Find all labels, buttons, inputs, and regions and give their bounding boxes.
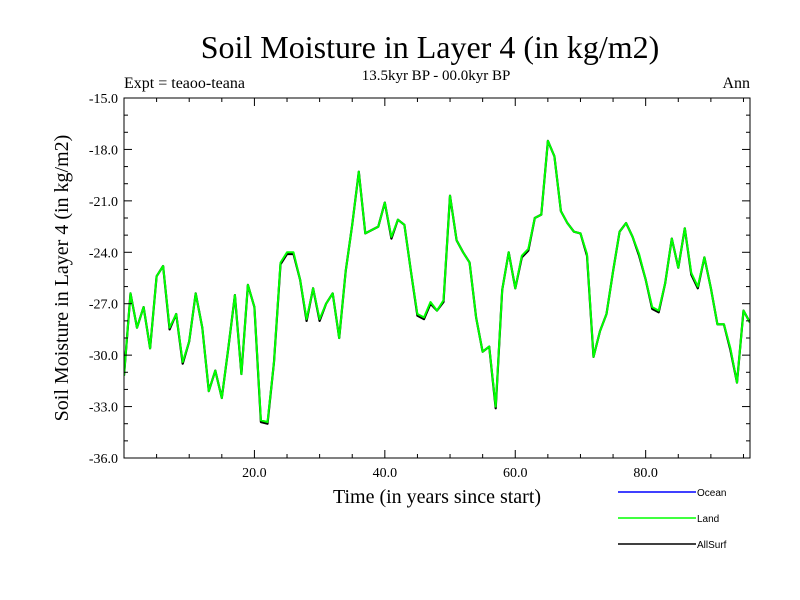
y-tick-label: -30.0 bbox=[89, 349, 118, 364]
legend-label-land: Land bbox=[697, 514, 719, 525]
plot-frame bbox=[123, 97, 751, 459]
x-tick-label: 40.0 bbox=[373, 466, 398, 481]
y-axis-label: Soil Moisture in Layer 4 (in kg/m2) bbox=[51, 135, 73, 422]
legend: Ocean Land AllSurf bbox=[618, 488, 727, 551]
y-tick-label: -24.0 bbox=[89, 246, 118, 261]
experiment-label: Expt = teaoo-teana bbox=[124, 75, 245, 92]
series-layer bbox=[124, 139, 750, 425]
y-tick-label: -15.0 bbox=[89, 92, 118, 107]
y-tick-label: -18.0 bbox=[89, 143, 118, 158]
legend-label-ocean: Ocean bbox=[697, 488, 726, 499]
x-tick-label: 20.0 bbox=[242, 466, 267, 481]
legend-label-allsurf: AllSurf bbox=[697, 540, 727, 551]
x-tick-label: 60.0 bbox=[503, 466, 528, 481]
season-label: Ann bbox=[722, 75, 750, 92]
y-tick-label: -33.0 bbox=[89, 401, 118, 416]
chart-subtitle: 13.5kyr BP - 00.0kyr BP bbox=[362, 68, 511, 84]
y-tick-label: -36.0 bbox=[89, 452, 118, 467]
series-line-land bbox=[124, 139, 750, 423]
x-axis-label: Time (in years since start) bbox=[333, 486, 541, 508]
x-axis: 20.0 40.0 60.0 80.0 bbox=[156, 98, 744, 481]
chart-title: Soil Moisture in Layer 4 (in kg/m2) bbox=[201, 29, 660, 65]
y-axis: -15.0 -18.0 -21.0 -24.0 -27.0 -30.0 -33.0 -36.0 bbox=[89, 92, 750, 467]
x-tick-label: 80.0 bbox=[633, 466, 658, 481]
y-tick-label: -27.0 bbox=[89, 298, 118, 313]
y-tick-label: -21.0 bbox=[89, 195, 118, 210]
